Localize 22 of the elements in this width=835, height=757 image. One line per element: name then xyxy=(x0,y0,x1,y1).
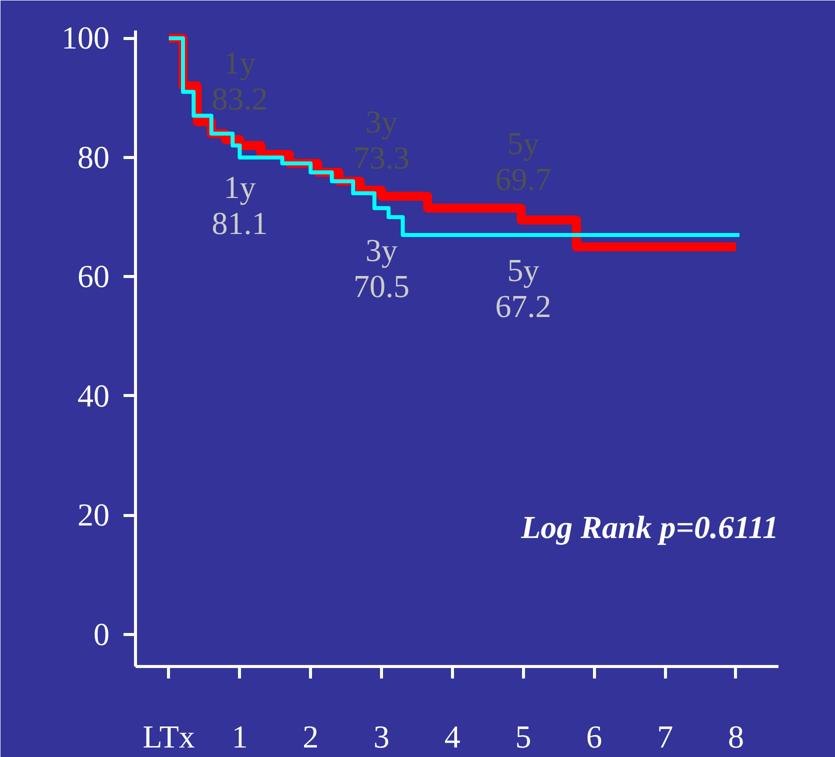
y-tick-label: 40 xyxy=(78,377,110,414)
annotation: 3y 73.3 xyxy=(354,103,410,176)
x-tick-label: 2 xyxy=(302,718,319,754)
annotation: 5y 67.2 xyxy=(495,252,552,324)
annotation: Log Rank p=0.6111 xyxy=(520,509,778,546)
x-tick-label: LTx xyxy=(142,718,195,754)
y-tick-label: 80 xyxy=(78,138,110,175)
y-tick-label: 20 xyxy=(78,496,110,533)
x-tick-label: 6 xyxy=(586,718,602,754)
y-tick-label: 0 xyxy=(94,616,110,652)
x-tick-label: 1 xyxy=(232,718,248,754)
x-tick-label: 8 xyxy=(728,718,744,754)
y-tick-label: 100 xyxy=(62,20,110,56)
annotation: 5y 69.7 xyxy=(495,124,552,197)
x-tick-label: 4 xyxy=(444,718,460,754)
x-tick-label: 7 xyxy=(657,718,674,754)
annotation: 1y 83.2 xyxy=(212,44,268,116)
y-tick-label: 60 xyxy=(78,258,110,294)
x-tick-label: 5 xyxy=(515,718,532,754)
x-tick-label: 3 xyxy=(374,718,390,754)
annotation: 3y 70.5 xyxy=(354,232,410,304)
annotation: 1y 81.1 xyxy=(212,168,268,241)
